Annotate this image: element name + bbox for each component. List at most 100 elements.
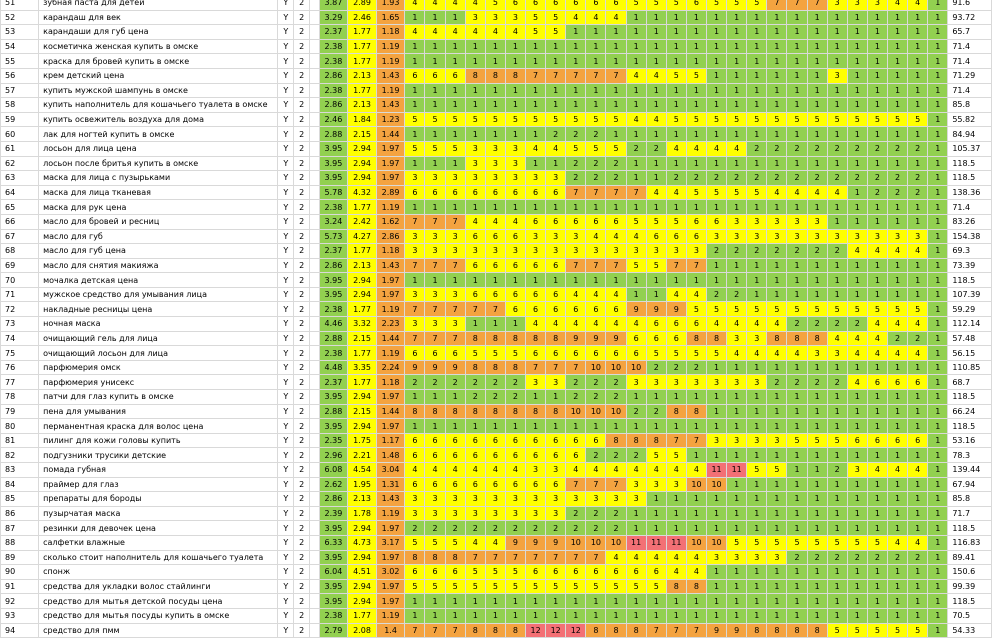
position-cell[interactable]: 1 (665, 82, 687, 99)
position-cell[interactable]: 1 (645, 418, 667, 434)
position-cell[interactable]: 1 (424, 418, 446, 434)
position-cell[interactable]: 8 (746, 622, 768, 638)
type-cell[interactable]: 2 (293, 476, 311, 493)
position-cell[interactable]: 4 (645, 111, 667, 128)
position-cell[interactable]: 3 (685, 374, 708, 391)
position-cell[interactable]: 4 (484, 213, 506, 230)
position-cell[interactable]: 1 (766, 389, 788, 405)
empty-cell[interactable] (309, 0, 320, 11)
position-cell[interactable]: 5 (565, 111, 587, 128)
position-cell[interactable]: 5 (645, 0, 667, 11)
position-cell[interactable]: 1 (565, 607, 587, 624)
position-cell[interactable]: 6 (404, 476, 426, 493)
position-cell[interactable]: 8 (464, 622, 486, 638)
position-cell[interactable]: 6 (525, 476, 547, 493)
position-cell[interactable]: 9 (504, 534, 527, 551)
position-cell[interactable]: 2 (746, 243, 768, 259)
row-number-cell[interactable]: 65 (0, 199, 40, 215)
position-cell[interactable]: 5 (866, 111, 889, 128)
position-cell[interactable]: 1 (907, 213, 929, 230)
position-cell[interactable]: 5 (504, 578, 527, 595)
position-cell[interactable]: 1 (907, 491, 929, 507)
total-cell[interactable]: 55.82 (947, 111, 992, 128)
position-cell[interactable]: 1 (565, 272, 587, 288)
position-cell[interactable]: 7 (565, 359, 587, 376)
position-cell[interactable]: 3 (464, 243, 486, 259)
position-cell[interactable]: 5 (484, 111, 506, 128)
position-cell[interactable]: 4 (706, 316, 728, 332)
position-cell[interactable]: 5 (444, 578, 466, 595)
score-a-cell[interactable]: 5.73 (318, 228, 349, 245)
position-cell[interactable]: 1 (907, 359, 929, 376)
position-cell[interactable]: 1 (786, 286, 808, 303)
row-number-cell[interactable]: 57 (0, 82, 40, 99)
position-cell[interactable]: 4 (665, 549, 687, 566)
position-cell[interactable]: 1 (464, 316, 486, 332)
position-cell[interactable]: 1 (826, 520, 848, 536)
position-cell[interactable]: 1 (726, 520, 748, 536)
position-cell[interactable]: 2 (826, 374, 848, 391)
position-cell[interactable]: 1 (766, 520, 788, 536)
score-a-cell[interactable]: 2.86 (318, 491, 349, 507)
position-cell[interactable]: 7 (444, 301, 466, 318)
position-cell[interactable]: 5 (464, 111, 486, 128)
position-cell[interactable]: 5 (464, 578, 486, 595)
position-cell[interactable]: 1 (766, 126, 788, 142)
position-cell[interactable]: 1 (826, 389, 848, 405)
keyword-cell[interactable]: маска для лица тканевая (38, 184, 279, 201)
position-cell[interactable]: 4 (444, 0, 466, 11)
position-cell[interactable]: 3 (545, 374, 567, 391)
position-cell[interactable]: 4 (746, 345, 768, 361)
position-cell[interactable]: 1 (826, 593, 848, 609)
position-cell[interactable]: 1 (927, 491, 949, 507)
position-cell[interactable]: 1 (645, 24, 667, 40)
position-cell[interactable]: 5 (746, 301, 768, 318)
flag-cell[interactable]: Y (277, 272, 295, 288)
score-a-cell[interactable]: 2.35 (318, 432, 349, 449)
position-cell[interactable]: 1 (886, 476, 909, 493)
position-cell[interactable]: 1 (766, 593, 788, 609)
keyword-cell[interactable]: патчи для глаз купить в омске (38, 389, 279, 405)
position-cell[interactable]: 1 (645, 170, 667, 186)
keyword-cell[interactable]: средство для мытья посуды купить в омске (38, 607, 279, 624)
position-cell[interactable]: 1 (625, 272, 647, 288)
position-cell[interactable]: 1 (464, 593, 486, 609)
score-c-cell[interactable]: 1.97 (375, 520, 406, 536)
position-cell[interactable]: 5 (806, 432, 828, 449)
position-cell[interactable]: 5 (846, 622, 868, 638)
score-a-cell[interactable]: 4.48 (318, 359, 349, 376)
row-number-cell[interactable]: 72 (0, 301, 40, 318)
position-cell[interactable]: 5 (786, 534, 808, 551)
position-cell[interactable]: 10 (685, 534, 708, 551)
position-cell[interactable]: 4 (585, 9, 607, 26)
score-c-cell[interactable]: 1.4 (375, 622, 406, 638)
keyword-cell[interactable]: парфюмерия унисекс (38, 374, 279, 391)
score-c-cell[interactable]: 1.97 (375, 549, 406, 566)
position-cell[interactable]: 2 (625, 140, 647, 157)
position-cell[interactable]: 6 (424, 476, 446, 493)
position-cell[interactable]: 1 (886, 593, 909, 609)
row-number-cell[interactable]: 91 (0, 578, 40, 595)
position-cell[interactable]: 1 (746, 505, 768, 522)
position-cell[interactable]: 2 (706, 243, 728, 259)
position-cell[interactable]: 1 (786, 520, 808, 536)
position-cell[interactable]: 1 (404, 9, 426, 26)
position-cell[interactable]: 5 (464, 564, 486, 580)
score-b-cell[interactable]: 2.46 (347, 9, 377, 26)
empty-cell[interactable] (309, 213, 320, 230)
score-b-cell[interactable]: 1.75 (347, 432, 377, 449)
position-cell[interactable]: 1 (846, 126, 868, 142)
position-cell[interactable]: 3 (766, 549, 788, 566)
position-cell[interactable]: 5 (585, 111, 607, 128)
score-c-cell[interactable]: 1.19 (375, 607, 406, 624)
score-c-cell[interactable]: 1.97 (375, 155, 406, 172)
position-cell[interactable]: 3 (645, 374, 667, 391)
position-cell[interactable]: 1 (907, 286, 929, 303)
total-cell[interactable]: 54.33 (947, 622, 992, 638)
position-cell[interactable]: 1 (706, 359, 728, 376)
position-cell[interactable]: 1 (706, 607, 728, 624)
position-cell[interactable]: 3 (464, 140, 486, 157)
position-cell[interactable]: 3 (766, 432, 788, 449)
position-cell[interactable]: 7 (424, 301, 446, 318)
position-cell[interactable]: 1 (545, 155, 567, 172)
